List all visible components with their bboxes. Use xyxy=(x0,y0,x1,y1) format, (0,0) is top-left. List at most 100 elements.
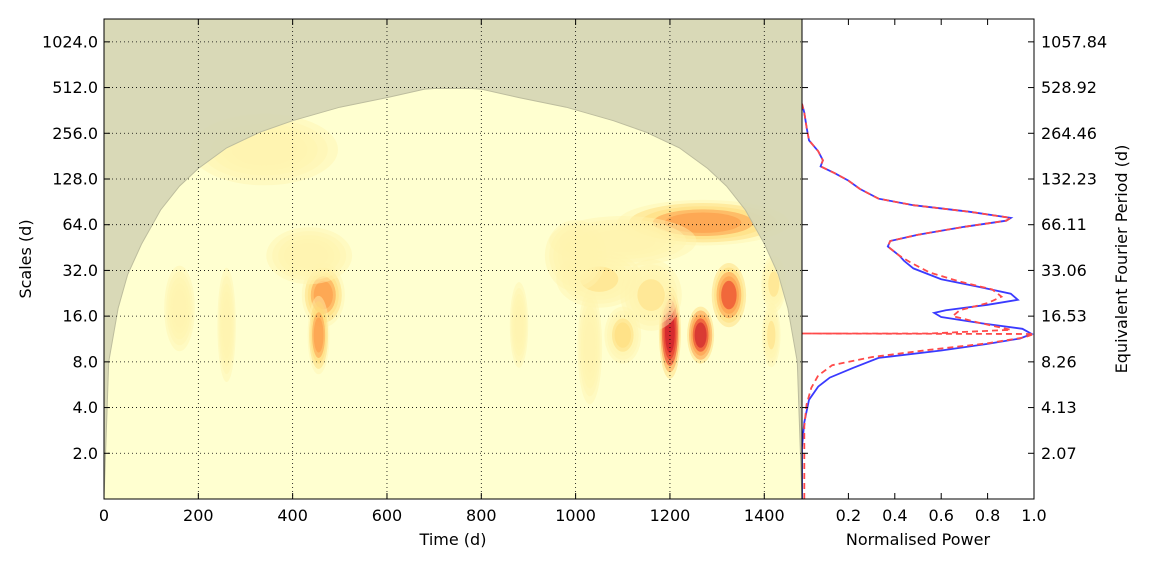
heatmap-blob-17 xyxy=(222,299,231,351)
heatmap-blob-10 xyxy=(766,267,781,301)
heatmap-blob-7 xyxy=(562,254,637,304)
heatmap-blob-7 xyxy=(580,266,619,292)
heatmap-blob-11 xyxy=(290,243,329,269)
heatmap-blob-4 xyxy=(310,306,327,364)
main-y-tick-label: 32.0 xyxy=(62,261,98,280)
global-power-panel: 0.2 0.4 0.6 0.8 1.0 2.07 4.13 8.26 16.53 33.06 66… xyxy=(801,18,1131,549)
main-y-tick-label: 256.0 xyxy=(52,124,98,143)
global-power-series-solid xyxy=(802,103,1034,499)
heatmap-blob-16 xyxy=(513,299,525,350)
global-power-x-tick-label: 0.4 xyxy=(882,506,907,525)
heatmap-blob-2 xyxy=(711,263,747,328)
heatmap-blob-18 xyxy=(231,133,298,166)
heatmap-blob-0 xyxy=(660,292,680,373)
global-power-y-tick-label: 66.11 xyxy=(1041,215,1087,234)
heatmap-blob-2 xyxy=(714,267,744,323)
heatmap-blob-5 xyxy=(664,212,742,233)
heatmap-blob-7 xyxy=(574,262,625,296)
heatmap-blob-16 xyxy=(512,294,526,356)
heatmap-blob-4 xyxy=(307,295,330,375)
heatmap-blob-0 xyxy=(665,311,675,354)
main-y-tick-label: 64.0 xyxy=(62,215,98,234)
heatmap-blob-14 xyxy=(559,219,687,263)
heatmap-blob-13 xyxy=(579,297,601,397)
main-y-tick-label: 128.0 xyxy=(52,169,98,188)
global-power-x-tick-label: 0.2 xyxy=(836,506,861,525)
global-power-x-tick-label: 1.0 xyxy=(1021,506,1046,525)
heatmap-blob-12 xyxy=(172,289,187,328)
heatmap-blob-4 xyxy=(313,317,324,353)
heatmap-blob-3 xyxy=(304,267,342,323)
heatmap-blob-8 xyxy=(620,259,682,331)
wavelet-power-panel: 0 200 400 600 800 1000 1200 1400 2.0 4.0 8.0 16.0 3… xyxy=(16,18,803,549)
heatmap-blob-14 xyxy=(549,216,697,266)
global-power-x-axis-label: Normalised Power xyxy=(846,530,991,549)
heatmap-blob-17 xyxy=(220,283,234,367)
heatmap-layer xyxy=(164,113,789,405)
main-x-axis-label: Time (d) xyxy=(419,530,487,549)
main-y-tick-label: 4.0 xyxy=(73,398,98,417)
heatmap-blob-9 xyxy=(763,307,780,363)
heatmap-blob-5 xyxy=(640,206,766,240)
heatmap-blob-13 xyxy=(584,321,596,373)
heatmap-blob-2 xyxy=(721,280,737,310)
global-power-y-tick-label: 528.92 xyxy=(1041,78,1097,97)
global-power-x-ticks: 0.2 0.4 0.6 0.8 1.0 xyxy=(836,19,1047,525)
heatmap-blob-13 xyxy=(580,305,599,389)
heatmap-blob-3 xyxy=(310,276,336,314)
global-power-y-ticks: 2.07 4.13 8.26 16.53 33.06 66.11 132.23 264.46 5… xyxy=(802,32,1107,463)
heatmap-blob-1 xyxy=(690,314,711,356)
main-x-tick-label: 400 xyxy=(277,506,308,525)
heatmap-blob-5 xyxy=(629,203,777,243)
global-power-y-tick-label: 33.06 xyxy=(1041,261,1087,280)
heatmap-blob-3 xyxy=(307,271,339,319)
heatmap-blob-17 xyxy=(217,267,236,382)
heatmap-blob-3 xyxy=(301,263,345,328)
global-power-lines xyxy=(802,103,1034,499)
global-power-y-tick-label: 16.53 xyxy=(1041,307,1087,326)
heatmap-blob-1 xyxy=(689,310,713,360)
heatmap-blob-14 xyxy=(579,226,666,256)
heatmap-blob-13 xyxy=(577,290,603,405)
heatmap-blob-6 xyxy=(604,306,642,364)
heatmap-blob-9 xyxy=(764,311,778,359)
global-power-y-tick-label: 2.07 xyxy=(1041,444,1077,463)
heatmap-blob-7 xyxy=(556,250,643,308)
heatmap-blob-11 xyxy=(278,235,341,277)
main-x-ticks: 0 200 400 600 800 1000 1200 1400 xyxy=(99,19,785,525)
global-power-series-dashed xyxy=(802,103,1034,499)
heatmap-blob-9 xyxy=(765,316,777,354)
main-y-tick-label: 8.0 xyxy=(73,352,98,371)
global-power-x-tick-label: 0.8 xyxy=(975,506,1000,525)
global-power-y-tick-label: 8.26 xyxy=(1041,352,1077,371)
heatmap-blob-0 xyxy=(658,286,681,379)
heatmap-blob-9 xyxy=(767,320,776,350)
heatmap-blob-12 xyxy=(168,277,191,340)
global-power-y-axis-label: Equivalent Fourier Period (d) xyxy=(1112,145,1131,374)
heatmap-blob-1 xyxy=(692,318,709,352)
heatmap-blob-17 xyxy=(218,275,235,375)
heatmap-blob-16 xyxy=(509,282,529,368)
heatmap-blob-5 xyxy=(652,209,754,236)
heatmap-blob-17 xyxy=(221,291,233,359)
heatmap-blob-0 xyxy=(663,305,677,360)
heatmap-blob-16 xyxy=(511,288,527,362)
main-x-tick-label: 1000 xyxy=(555,506,596,525)
heatmap-blob-13 xyxy=(582,313,597,381)
heatmap-blob-6 xyxy=(612,318,634,352)
heatmap-blob-1 xyxy=(687,306,715,364)
heatmap-blob-14 xyxy=(569,223,676,259)
main-y-tick-label: 2.0 xyxy=(73,444,98,463)
main-x-tick-label: 600 xyxy=(372,506,403,525)
cone-of-influence xyxy=(104,19,802,499)
global-power-background xyxy=(802,19,1034,499)
heatmap-blob-8 xyxy=(637,279,665,311)
heatmap-blob-9 xyxy=(762,303,781,368)
global-power-y-tick-label: 1057.84 xyxy=(1041,32,1107,51)
main-y-tick-label: 16.0 xyxy=(62,307,98,326)
heatmap-blob-6 xyxy=(607,310,639,360)
main-x-tick-label: 200 xyxy=(183,506,214,525)
heatmap-blob-4 xyxy=(309,301,329,369)
global-power-y-tick-label: 132.23 xyxy=(1041,169,1097,188)
